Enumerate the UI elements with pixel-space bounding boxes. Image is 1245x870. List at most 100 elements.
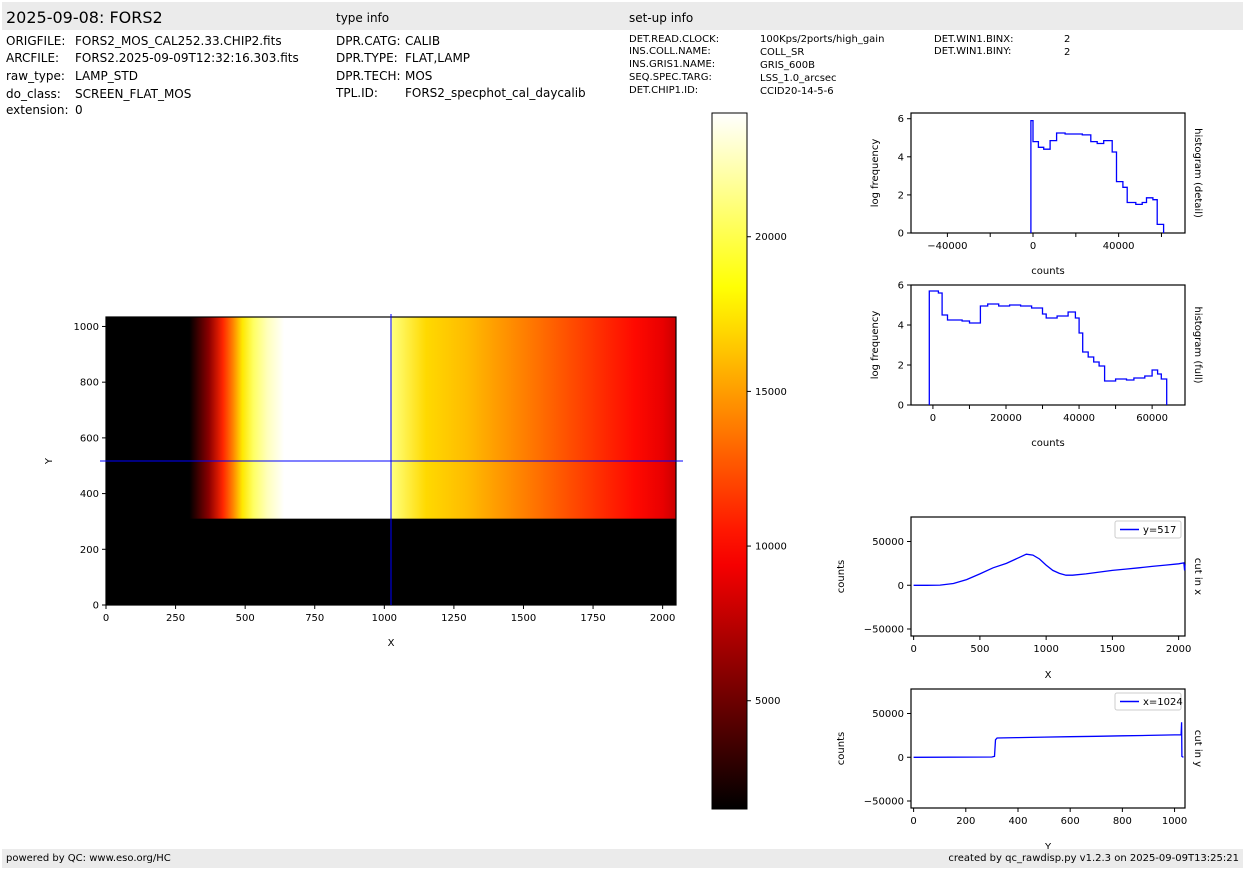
image-x-tick-label: 750 (305, 613, 324, 624)
setup-info-key: DET.WIN1.BINY: (934, 46, 1012, 57)
image-y-tick-label: 600 (80, 433, 99, 444)
file-info-value: FORS2_MOS_CAL252.33.CHIP2.fits (75, 34, 282, 48)
cut-in-y-y-tick-label: 0 (898, 753, 904, 764)
histogram-full-x-tick-label: 60000 (1136, 413, 1168, 424)
histogram-full-y-tick-label: 2 (898, 361, 904, 372)
colorbar (711, 112, 748, 810)
colorbar-tick-label: 15000 (755, 387, 787, 398)
histogram-full-x-axis-label: counts (1031, 438, 1064, 449)
file-info-key: raw_type: (6, 69, 65, 83)
colorbar-tick-label: 10000 (755, 542, 787, 553)
cut-in-x-x-tick-label: 1000 (1033, 644, 1058, 655)
type-info-key: TPL.ID: (336, 86, 378, 100)
histogram-full-y-axis-label: log frequency (870, 311, 881, 380)
setup-info-key: INS.COLL.NAME: (629, 46, 711, 57)
cut-in-x-x-tick-label: 500 (970, 644, 989, 655)
image-x-tick-label: 0 (103, 613, 109, 624)
histogram-detail-side-label: histogram (detail) (1192, 128, 1203, 218)
type-info-key: DPR.CATG: (336, 34, 401, 48)
header-band (2, 2, 1243, 30)
cut-in-x-side-label: cut in x (1192, 558, 1203, 595)
type-info-value: CALIB (405, 34, 441, 48)
image-y-tick-label: 0 (93, 601, 99, 612)
image-y-tick-label: 400 (80, 489, 99, 500)
cut-in-x-frame (910, 516, 1186, 637)
histogram-detail-frame (910, 112, 1186, 234)
colorbar-tick-label: 20000 (755, 232, 787, 243)
type-info-value: FLAT,LAMP (405, 51, 471, 65)
cut-in-y-x-tick-label: 1000 (1162, 816, 1187, 827)
colorbar-tick-label: 5000 (755, 696, 780, 707)
type-info-value: MOS (405, 69, 433, 83)
cut-in-x-y-axis-label: counts (836, 560, 847, 593)
image-x-tick-label: 500 (236, 613, 255, 624)
cut-in-y-x-tick-label: 200 (956, 816, 975, 827)
cut-in-x-y-tick-label: 0 (898, 581, 904, 592)
image-x-axis-label: X (388, 638, 395, 649)
setup-info-title: set-up info (629, 11, 694, 25)
cut-in-y-legend-label: x=1024 (1143, 697, 1183, 708)
histogram-detail-series-line (1030, 119, 1165, 233)
setup-info-value: CCID20-14-5-6 (760, 86, 834, 97)
file-info-key: extension: (6, 103, 69, 117)
histogram-full-x-tick-label: 20000 (990, 413, 1022, 424)
histogram-detail-y-tick-label: 0 (898, 229, 904, 240)
cut-in-x-x-tick-label: 2000 (1166, 644, 1191, 655)
type-info-title: type info (336, 11, 390, 25)
file-info-value: LAMP_STD (75, 69, 138, 83)
image-x-tick-label: 1000 (372, 613, 397, 624)
histogram-detail-y-axis-label: log frequency (870, 139, 881, 208)
cut-in-x-x-axis-label: X (1045, 670, 1052, 681)
cut-in-y-y-tick-label: 50000 (872, 709, 904, 720)
cut-in-y-x-axis-label: Y (1044, 842, 1052, 853)
histogram-full-side-label: histogram (full) (1192, 306, 1203, 383)
setup-info-key: INS.GRIS1.NAME: (629, 59, 716, 70)
setup-info-value: 2 (1064, 47, 1071, 58)
histogram-detail-x-axis-label: counts (1031, 266, 1064, 277)
cut-in-x-series-line (913, 553, 1186, 586)
type-info-key: DPR.TYPE: (336, 51, 398, 65)
histogram-full-x-tick-label: 40000 (1063, 413, 1095, 424)
file-info-value: FORS2.2025-09-09T12:32:16.303.fits (75, 51, 299, 65)
image-x-tick-label: 1250 (441, 613, 466, 624)
type-info-key: DPR.TECH: (336, 69, 401, 83)
histogram-full-y-tick-label: 0 (898, 401, 904, 412)
histogram-full-y-tick-label: 6 (898, 281, 904, 292)
image-y-tick-label: 1000 (74, 322, 99, 333)
image-y-axis-label: Y (44, 457, 55, 465)
cut-in-y-x-tick-label: 400 (1008, 816, 1027, 827)
file-info-value: SCREEN_FLAT_MOS (75, 87, 192, 101)
setup-info-value: LSS_1.0_arcsec (760, 73, 837, 84)
cut-in-y-series-line (913, 722, 1184, 758)
cut-in-y-x-tick-label: 0 (910, 816, 916, 827)
setup-info-key: SEQ.SPEC.TARG: (629, 72, 712, 83)
histogram-detail-x-tick-label: 40000 (1103, 241, 1135, 252)
cut-in-y-frame (910, 688, 1186, 809)
cut-in-x-y-tick-label: 50000 (872, 537, 904, 548)
image-y-tick-label: 200 (80, 545, 99, 556)
file-info-key: do_class: (6, 87, 61, 101)
file-info-key: ARCFILE: (6, 51, 60, 65)
file-info-value: 0 (75, 103, 83, 117)
cut-in-y-y-tick-label: −50000 (864, 797, 904, 808)
cut-in-y-y-axis-label: counts (836, 732, 847, 765)
histogram-full-frame (910, 284, 1186, 406)
cut-in-x-y-tick-label: −50000 (864, 625, 904, 636)
histogram-full-series-line (928, 290, 1168, 405)
cut-in-x-legend (1114, 520, 1182, 539)
setup-info-key: DET.WIN1.BINX: (934, 34, 1014, 45)
setup-info-value: COLL_SR (760, 47, 805, 58)
page-title: 2025-09-08: FORS2 (6, 8, 163, 27)
setup-info-value: GRIS_600B (760, 60, 815, 71)
footer-right: created by qc_rawdisp.py v1.2.3 on 2025-… (948, 853, 1239, 864)
histogram-detail-y-tick-label: 2 (898, 190, 904, 201)
setup-info-key: DET.CHIP1.ID: (629, 85, 699, 96)
cut-in-y-x-tick-label: 800 (1113, 816, 1132, 827)
cut-in-x-x-tick-label: 0 (910, 644, 916, 655)
histogram-detail-x-tick-label: −40000 (927, 241, 967, 252)
image-y-tick-label: 800 (80, 378, 99, 389)
cut-in-y-x-tick-label: 600 (1061, 816, 1080, 827)
cut-in-x-x-tick-label: 1500 (1100, 644, 1125, 655)
image-x-tick-label: 250 (166, 613, 185, 624)
